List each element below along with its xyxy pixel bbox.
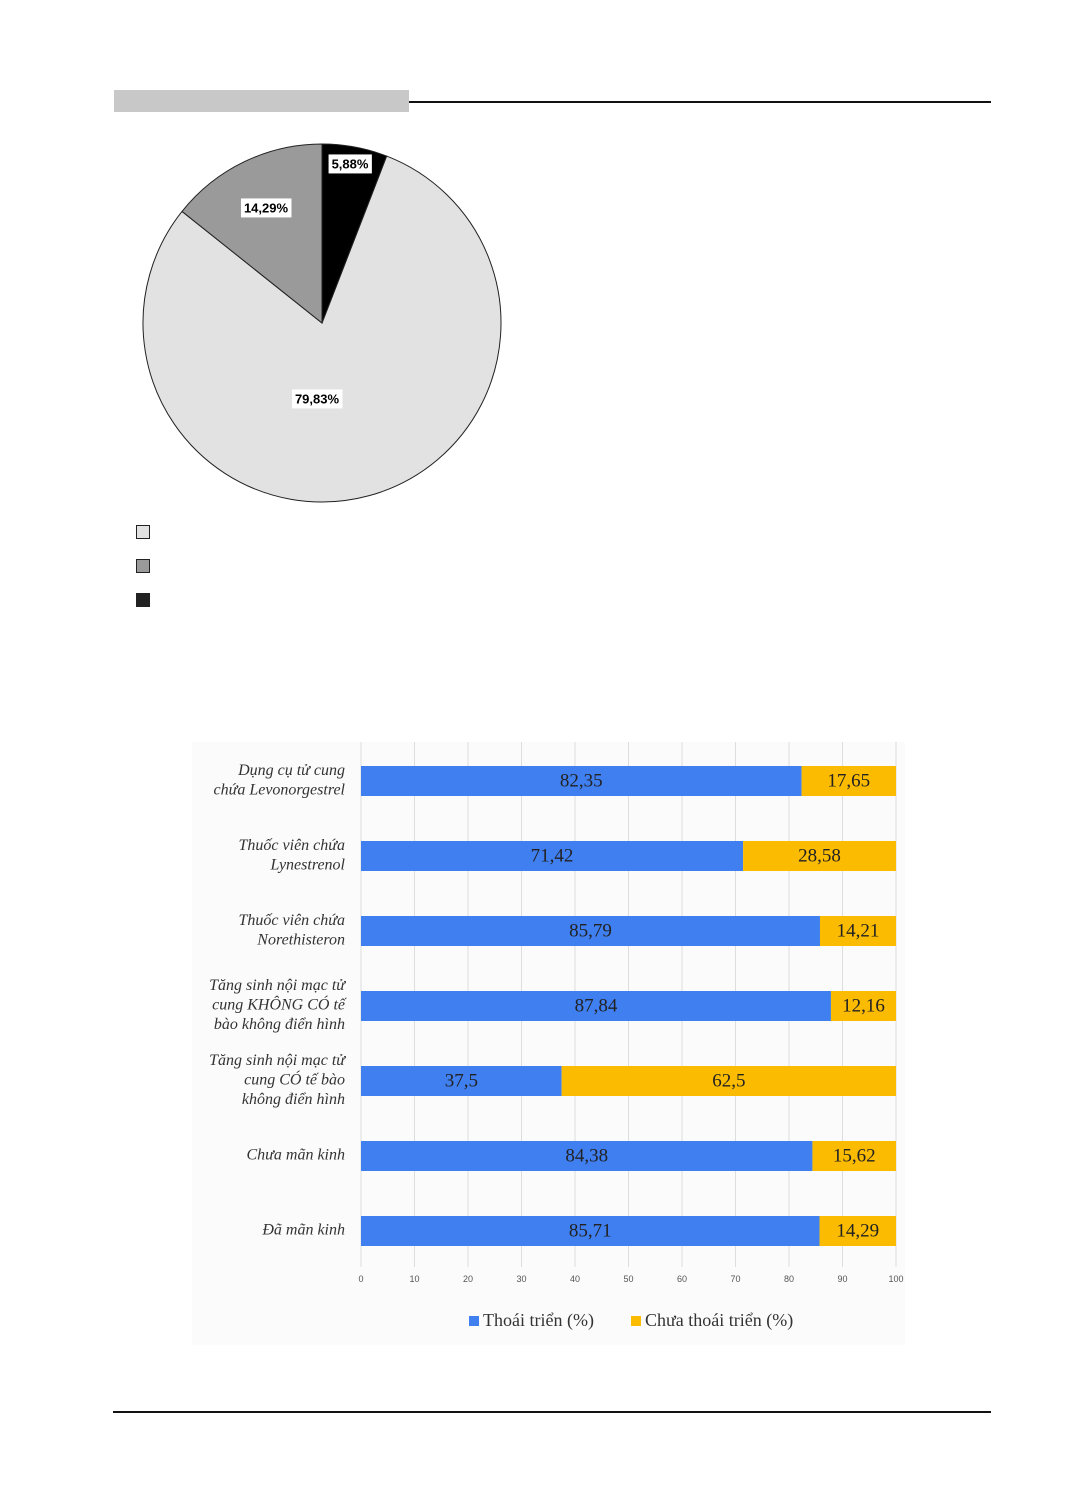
x-tick-label: 90 (837, 1274, 847, 1284)
pie-value-label: 79,83% (295, 391, 340, 406)
bar-segment-regressed (361, 841, 744, 871)
bar-value-label: 71,42 (531, 845, 574, 866)
category-label: cung KHÔNG CÓ tế (212, 995, 347, 1014)
bar-segment-regressed (361, 1216, 820, 1246)
x-tick-label: 10 (409, 1274, 419, 1284)
pie-label-bg (240, 198, 292, 218)
bar-value-label: 14,21 (837, 920, 880, 941)
bar-value-label: 12,16 (842, 995, 885, 1016)
bar-value-label: 82,35 (560, 770, 603, 791)
x-tick-label: 70 (730, 1274, 740, 1284)
pie-legend-item (136, 549, 160, 583)
category-label: bào không điển hình (214, 1016, 345, 1033)
bar-value-label: 85,71 (569, 1220, 612, 1241)
stacked-bar-chart: 0 10 20 30 40 50 60 70 80 90 100 Dụng cụ tử cung chứ… (209, 742, 904, 1331)
category-label: không điển hình (242, 1091, 345, 1108)
pie-slice (142, 155, 502, 503)
bar-value-label: 62,5 (712, 1070, 745, 1091)
category-label: Tăng sinh nội mạc tử (209, 1052, 346, 1069)
legend-swatch (469, 1316, 479, 1326)
pie-legend (136, 515, 160, 617)
bar-segment-not-regressed (561, 1066, 896, 1096)
x-tick-label: 60 (677, 1274, 687, 1284)
pie-legend-item (136, 515, 160, 549)
category-label: Đã mãn kinh (261, 1222, 345, 1239)
bar-segment-not-regressed (830, 991, 896, 1021)
category-label: cung CÓ tế bào (244, 1070, 345, 1089)
pie-label-bg (328, 154, 372, 174)
bar-segment-regressed (361, 916, 820, 946)
bar-segment-not-regressed (801, 766, 896, 796)
x-tick-label: 30 (516, 1274, 526, 1284)
x-tick-label: 80 (784, 1274, 794, 1284)
bar-segment-regressed (361, 1066, 562, 1096)
legend-label: Thoái triển (%) (483, 1310, 594, 1331)
legend-swatch-dark (136, 593, 150, 607)
x-tick-label: 20 (463, 1274, 473, 1284)
category-label: Dụng cụ tử cung (237, 762, 345, 779)
bar-value-label: 84,38 (565, 1145, 608, 1166)
pie-value-label: 5,88% (332, 156, 369, 171)
legend-swatch-mid (136, 559, 150, 573)
bar-value-label: 37,5 (445, 1070, 478, 1091)
category-label: Chưa mãn kinh (247, 1147, 346, 1164)
category-label: Lynestrenol (270, 856, 346, 873)
pie-slice (181, 143, 323, 325)
category-label: Tăng sinh nội mạc tử (209, 977, 346, 994)
pie-slice (321, 143, 388, 324)
x-tick-label: 40 (570, 1274, 580, 1284)
header-bar (114, 90, 409, 112)
bar-segment-not-regressed (743, 841, 896, 871)
footer-rule (113, 1411, 991, 1413)
pie-legend-item (136, 583, 160, 617)
legend-label: Chưa thoái triển (%) (645, 1310, 793, 1331)
pie-chart: 79,83% 14,29% 5,88% (142, 143, 502, 503)
category-label: chứa Levonorgestrel (213, 781, 345, 798)
bar-segment-regressed (361, 991, 831, 1021)
category-label: Norethisteron (256, 931, 345, 948)
pie-label-bg (291, 389, 343, 409)
x-tick-label: 100 (888, 1274, 903, 1284)
bar-value-label: 15,62 (833, 1145, 876, 1166)
bar-segment-not-regressed (819, 916, 896, 946)
bar-segment-regressed (361, 766, 802, 796)
x-tick-label: 0 (358, 1274, 363, 1284)
bar-segment-regressed (361, 1141, 813, 1171)
x-tick-label: 50 (623, 1274, 633, 1284)
bar-value-label: 17,65 (827, 770, 870, 791)
bar-segment-not-regressed (812, 1141, 896, 1171)
category-label: Thuốc viên chứa (239, 837, 345, 854)
bar-value-label: 28,58 (798, 845, 841, 866)
pie-value-label: 14,29% (244, 200, 289, 215)
bar-segment-not-regressed (819, 1216, 896, 1246)
header-rule (409, 101, 991, 103)
bar-value-label: 87,84 (575, 995, 618, 1016)
bar-value-label: 85,79 (569, 920, 612, 941)
bar-value-label: 14,29 (836, 1220, 879, 1241)
legend-swatch-light (136, 525, 150, 539)
category-label: Thuốc viên chứa (239, 912, 345, 929)
legend-swatch (631, 1316, 641, 1326)
